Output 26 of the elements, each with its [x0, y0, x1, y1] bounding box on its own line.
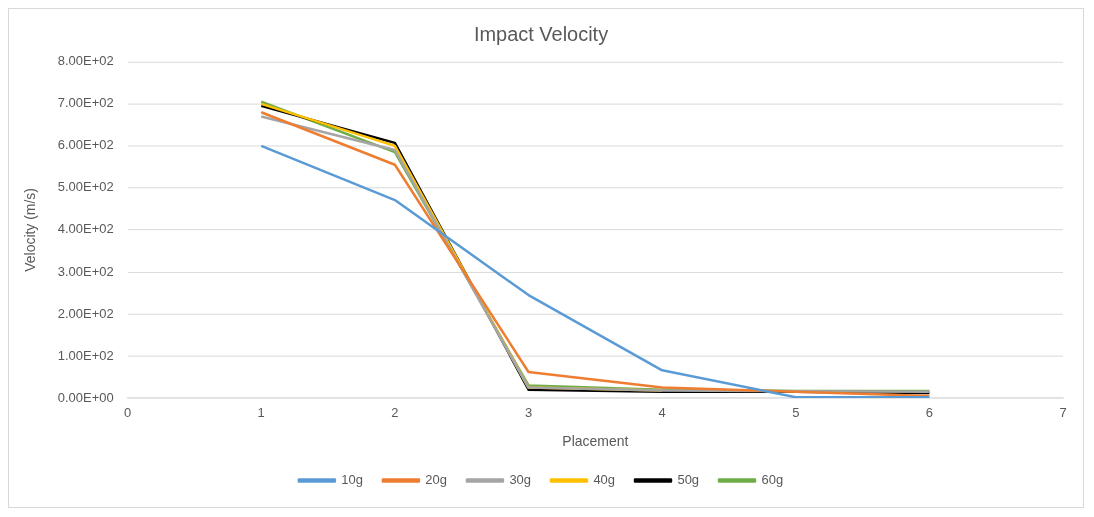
legend-label: 30g — [509, 472, 532, 488]
legend-label: 60g — [761, 472, 784, 488]
x-tick-label: 1 — [257, 405, 265, 421]
y-axis-title: Velocity (m/s) — [22, 188, 39, 272]
y-tick-label: 3.00E+02 — [57, 263, 114, 279]
legend-label: 40g — [593, 472, 616, 488]
legend-label: 50g — [677, 472, 700, 488]
y-tick-label: 6.00E+02 — [57, 137, 114, 153]
x-tick-label: 0 — [123, 405, 132, 421]
y-tick-label: 0.00E+00 — [57, 389, 114, 405]
x-tick-label: 3 — [524, 405, 533, 421]
x-tick-label: 2 — [391, 405, 399, 421]
y-tick-label: 2.00E+02 — [57, 305, 114, 321]
x-tick-label: 5 — [792, 405, 800, 421]
legend-label: 10g — [341, 472, 363, 488]
x-tick-label: 4 — [658, 405, 666, 421]
y-tick-label: 8.00E+02 — [57, 53, 114, 69]
legend-label: 20g — [425, 472, 447, 488]
x-tick-label: 6 — [925, 405, 934, 421]
chart-title: Impact Velocity — [473, 23, 609, 46]
y-tick-label: 5.00E+02 — [57, 179, 114, 195]
x-axis-title: Placement — [562, 432, 629, 449]
x-tick-label: 7 — [1059, 405, 1067, 421]
y-tick-label: 7.00E+02 — [57, 95, 114, 111]
y-tick-label: 1.00E+02 — [57, 347, 114, 363]
y-tick-label: 4.00E+02 — [57, 221, 114, 237]
